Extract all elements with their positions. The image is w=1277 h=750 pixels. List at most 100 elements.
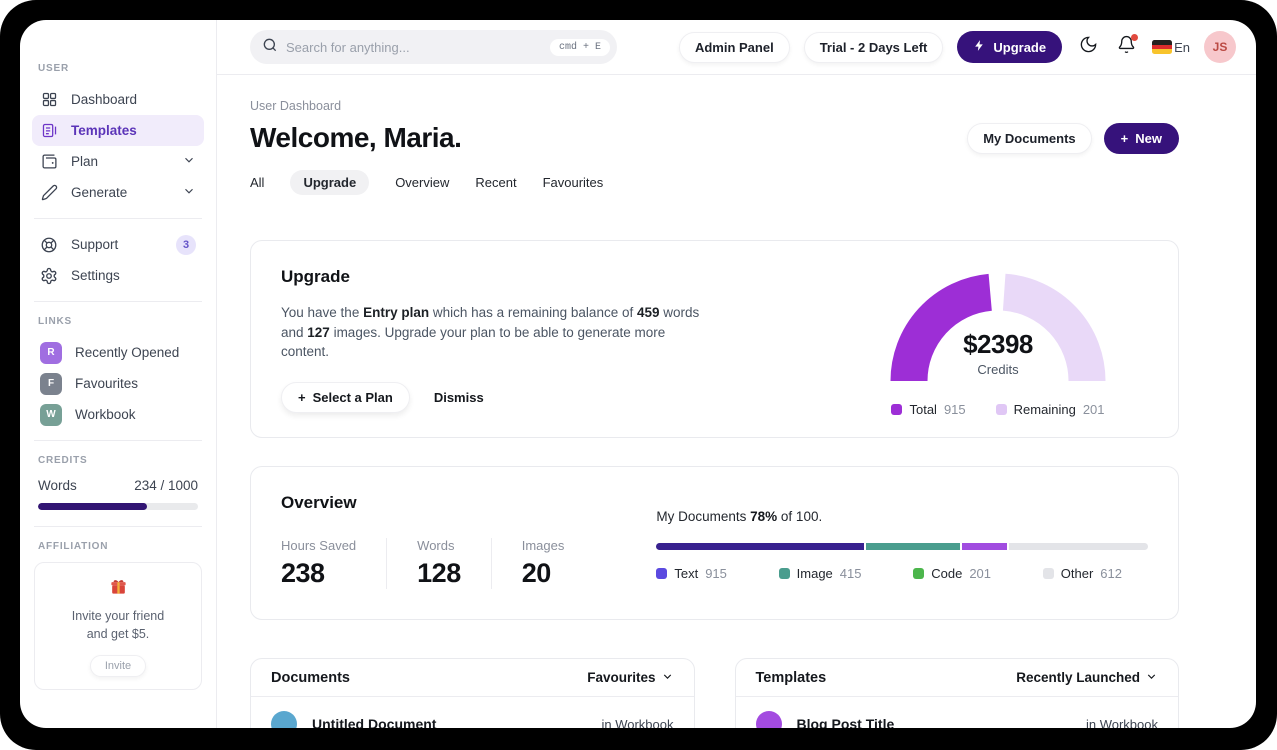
credits-words-label: Words (38, 478, 77, 493)
sidebar-item-templates[interactable]: Templates (32, 115, 204, 146)
bar-segment-image (865, 543, 960, 550)
documents-card-title: Documents (271, 669, 350, 686)
user-avatar[interactable]: JS (1204, 31, 1236, 63)
new-button[interactable]: + New (1103, 122, 1179, 154)
sidebar-link-workbook[interactable]: W Workbook (32, 399, 204, 430)
bar-segment-other (1009, 543, 1148, 550)
notification-dot (1131, 34, 1139, 41)
tab-all[interactable]: All (250, 175, 265, 190)
search-shortcut-badge: cmd + E (549, 38, 610, 56)
language-label: En (1174, 39, 1190, 55)
select-plan-button[interactable]: + Select a Plan (281, 381, 410, 413)
documents-bar-legend: Text 915 Image 415 Code 201 (656, 566, 1148, 581)
gauge-chart (890, 273, 1106, 382)
sidebar-item-settings[interactable]: Settings (32, 260, 204, 291)
support-count-badge: 3 (176, 234, 196, 255)
sidebar-item-label: Support (71, 237, 119, 252)
credits-gauge: $2398 Credits Total 915 Remaining (888, 267, 1108, 417)
sidebar-divider (34, 218, 202, 219)
credits-progress-track (38, 503, 198, 510)
sidebar-item-generate[interactable]: Generate (32, 177, 204, 208)
wallet-icon (40, 153, 58, 171)
grid-icon (40, 91, 58, 109)
tab-favourites[interactable]: Favourites (542, 175, 604, 190)
language-selector[interactable]: En (1152, 40, 1190, 55)
page-title: Welcome, Maria. (250, 122, 462, 153)
sidebar-section-affiliation: AFFILIATION (38, 541, 109, 552)
documents-card: Documents Favourites Untitled Document i… (250, 658, 695, 728)
legend-swatch (1042, 568, 1054, 579)
documents-progress-label: My Documents 78% of 100. (656, 509, 823, 524)
legend-code: Code 201 (913, 566, 991, 581)
search-icon (262, 37, 278, 58)
sidebar-section-links: LINKS (38, 316, 72, 327)
link-initial-badge: R (40, 341, 62, 364)
dismiss-button[interactable]: Dismiss (433, 389, 484, 405)
legend-swatch (778, 568, 790, 579)
document-avatar (271, 711, 297, 728)
content: User Dashboard Welcome, Maria. My Docume… (217, 75, 1256, 728)
chevron-down-icon (661, 670, 674, 686)
documents-filter-dropdown[interactable]: Favourites (587, 670, 673, 686)
notifications-button[interactable] (1114, 34, 1139, 59)
plus-icon: + (1120, 130, 1129, 146)
affiliation-text: Invite your friend and get $5. (71, 609, 165, 641)
legend-swatch (995, 404, 1007, 415)
template-row[interactable]: Blog Post Title in Workbook (736, 697, 1179, 728)
plus-icon: + (298, 389, 306, 405)
upgrade-card: Upgrade You have the Entry plan which ha… (250, 240, 1179, 438)
topbar: cmd + E Admin Panel Trial - 2 Days Left … (217, 20, 1256, 75)
stat-images: Images 20 (521, 538, 565, 588)
tab-recent[interactable]: Recent (475, 175, 517, 190)
upgrade-card-title: Upgrade (281, 267, 350, 286)
tab-upgrade[interactable]: Upgrade (290, 170, 370, 195)
link-initial-badge: W (40, 403, 62, 426)
chevron-down-icon (1145, 670, 1158, 686)
sidebar-item-plan[interactable]: Plan (32, 146, 204, 177)
dark-mode-toggle[interactable] (1076, 35, 1100, 59)
legend-total: Total 915 (891, 402, 966, 417)
sidebar-divider (34, 301, 202, 302)
upgrade-button[interactable]: Upgrade (957, 31, 1063, 63)
admin-panel-button[interactable]: Admin Panel (678, 31, 790, 63)
credits-words-value: 234 / 1000 (134, 478, 198, 493)
stat-words: Words 128 (387, 538, 492, 589)
upgrade-card-body: You have the Entry plan which has a rema… (281, 305, 700, 360)
filter-tabs: All Upgrade Overview Recent Favourites (250, 170, 1179, 195)
sidebar-item-label: Favourites (75, 376, 139, 391)
sidebar-link-recently-opened[interactable]: R Recently Opened (32, 337, 204, 368)
chevron-down-icon (182, 184, 196, 201)
pencil-icon (40, 184, 58, 202)
templates-filter-dropdown[interactable]: Recently Launched (1016, 670, 1158, 686)
trial-days-left-button[interactable]: Trial - 2 Days Left (803, 31, 944, 63)
breadcrumb: User Dashboard (250, 99, 342, 113)
bar-segment-text (656, 543, 864, 550)
tab-overview[interactable]: Overview (395, 175, 450, 190)
templates-card: Templates Recently Launched Blog Post Ti… (734, 658, 1179, 728)
sidebar-item-label: Generate (71, 185, 128, 200)
sidebar-item-label: Workbook (75, 407, 136, 422)
search-input[interactable] (286, 39, 542, 55)
main-area: cmd + E Admin Panel Trial - 2 Days Left … (217, 20, 1256, 728)
legend-swatch (656, 568, 668, 579)
sidebar-item-support[interactable]: Support 3 (32, 229, 204, 260)
my-documents-button[interactable]: My Documents (967, 122, 1092, 154)
invite-button[interactable]: Invite (89, 655, 147, 677)
document-row[interactable]: Untitled Document in Workbook (251, 697, 694, 728)
sidebar-item-label: Dashboard (71, 92, 138, 107)
sidebar-divider (34, 526, 202, 527)
affiliation-card: Invite your friend and get $5. Invite (34, 562, 202, 690)
credits-progress-fill (38, 503, 147, 510)
legend-image: Image 415 (778, 566, 862, 581)
legend-other: Other 612 (1042, 566, 1122, 581)
search-bar[interactable]: cmd + E (250, 30, 617, 64)
lifebuoy-icon (40, 236, 58, 254)
sidebar-link-favourites[interactable]: F Favourites (32, 368, 204, 399)
sidebar-item-dashboard[interactable]: Dashboard (32, 84, 204, 115)
lightning-icon (973, 39, 986, 55)
sidebar-section-credits: CREDITS (38, 455, 88, 466)
sidebar-item-label: Recently Opened (75, 345, 180, 360)
app-window: USER Dashboard Templates Plan (20, 20, 1256, 728)
moon-icon (1079, 35, 1098, 59)
